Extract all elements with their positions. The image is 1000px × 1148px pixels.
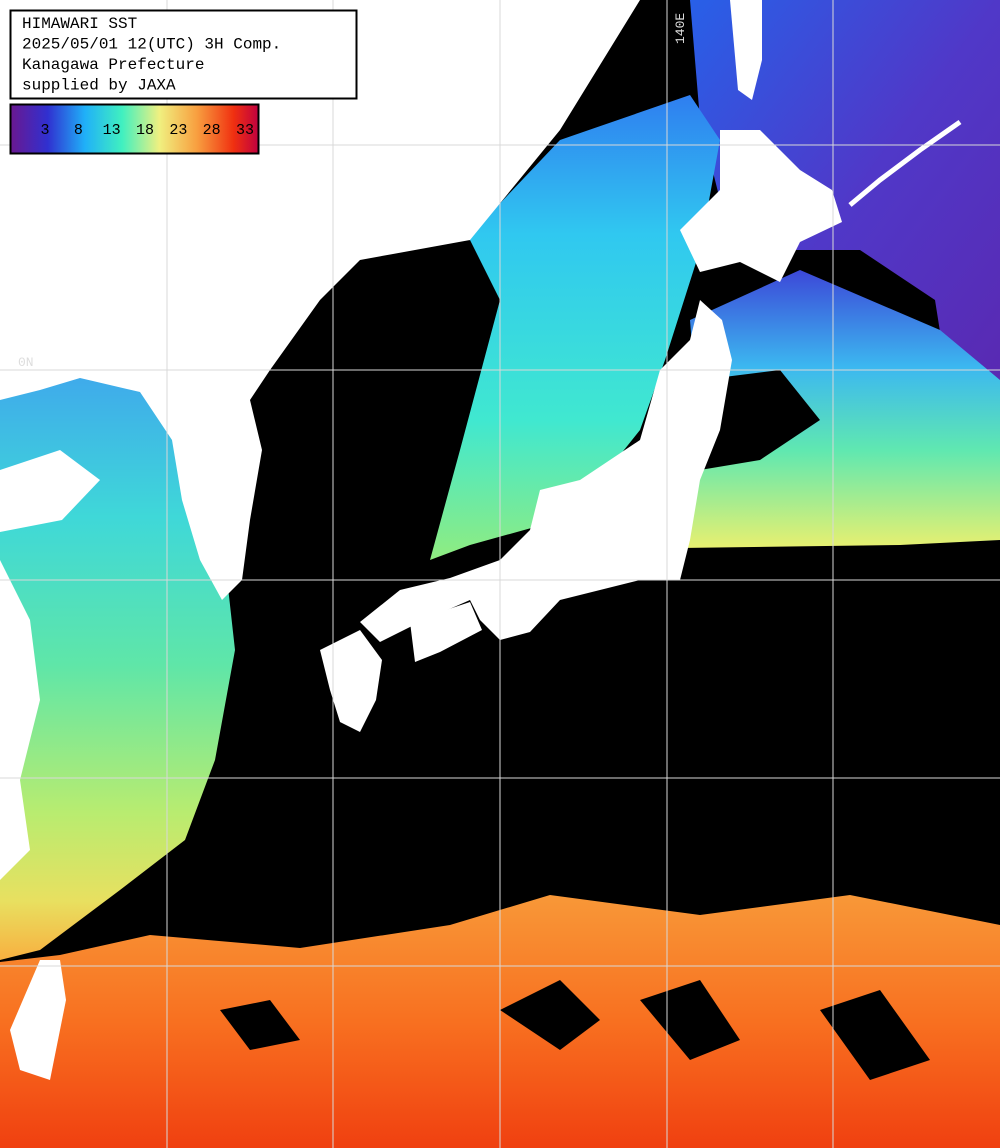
header: HIMAWARI SST 2025/05/01 12(UTC) 3H Comp. K… (22, 15, 281, 95)
land (730, 0, 762, 100)
colorbar-label: 28 (203, 122, 221, 139)
island (400, 128, 424, 164)
land (0, 450, 100, 532)
header-line: HIMAWARI SST (22, 15, 137, 33)
land (410, 602, 482, 662)
islands-chain (848, 119, 962, 207)
header-line: 2025/05/01 12(UTC) 3H Comp. (22, 36, 281, 54)
colorbar-label: 8 (74, 122, 83, 139)
cloud (820, 990, 930, 1080)
header-line: supplied by JAXA (22, 77, 176, 95)
ocean-sea-of-japan (430, 95, 720, 560)
cloud (640, 980, 740, 1060)
land (0, 560, 40, 880)
cloud (500, 980, 600, 1050)
ocean-okhotsk (690, 0, 1000, 420)
header-box (9, 9, 358, 100)
colorbar-label: 18 (136, 122, 154, 139)
colorbar-label: 13 (103, 122, 121, 139)
colorbar (9, 103, 260, 155)
cloud (700, 370, 820, 470)
cloud (250, 240, 500, 600)
colorbar-labels: 3 8 13 18 23 28 33 (40, 122, 254, 139)
longitude-label: 140E (673, 13, 688, 44)
latitude-label: 0N (18, 355, 34, 370)
land (10, 960, 66, 1080)
land (360, 300, 732, 642)
land (680, 130, 842, 282)
land (320, 630, 382, 732)
cloud (220, 1000, 300, 1050)
colorbar-label: 23 (169, 122, 187, 139)
header-line: Kanagawa Prefecture (22, 56, 204, 74)
ocean-pacific-north (680, 270, 1000, 548)
colorbar-label: 33 (236, 122, 254, 139)
colorbar-label: 3 (40, 122, 49, 139)
